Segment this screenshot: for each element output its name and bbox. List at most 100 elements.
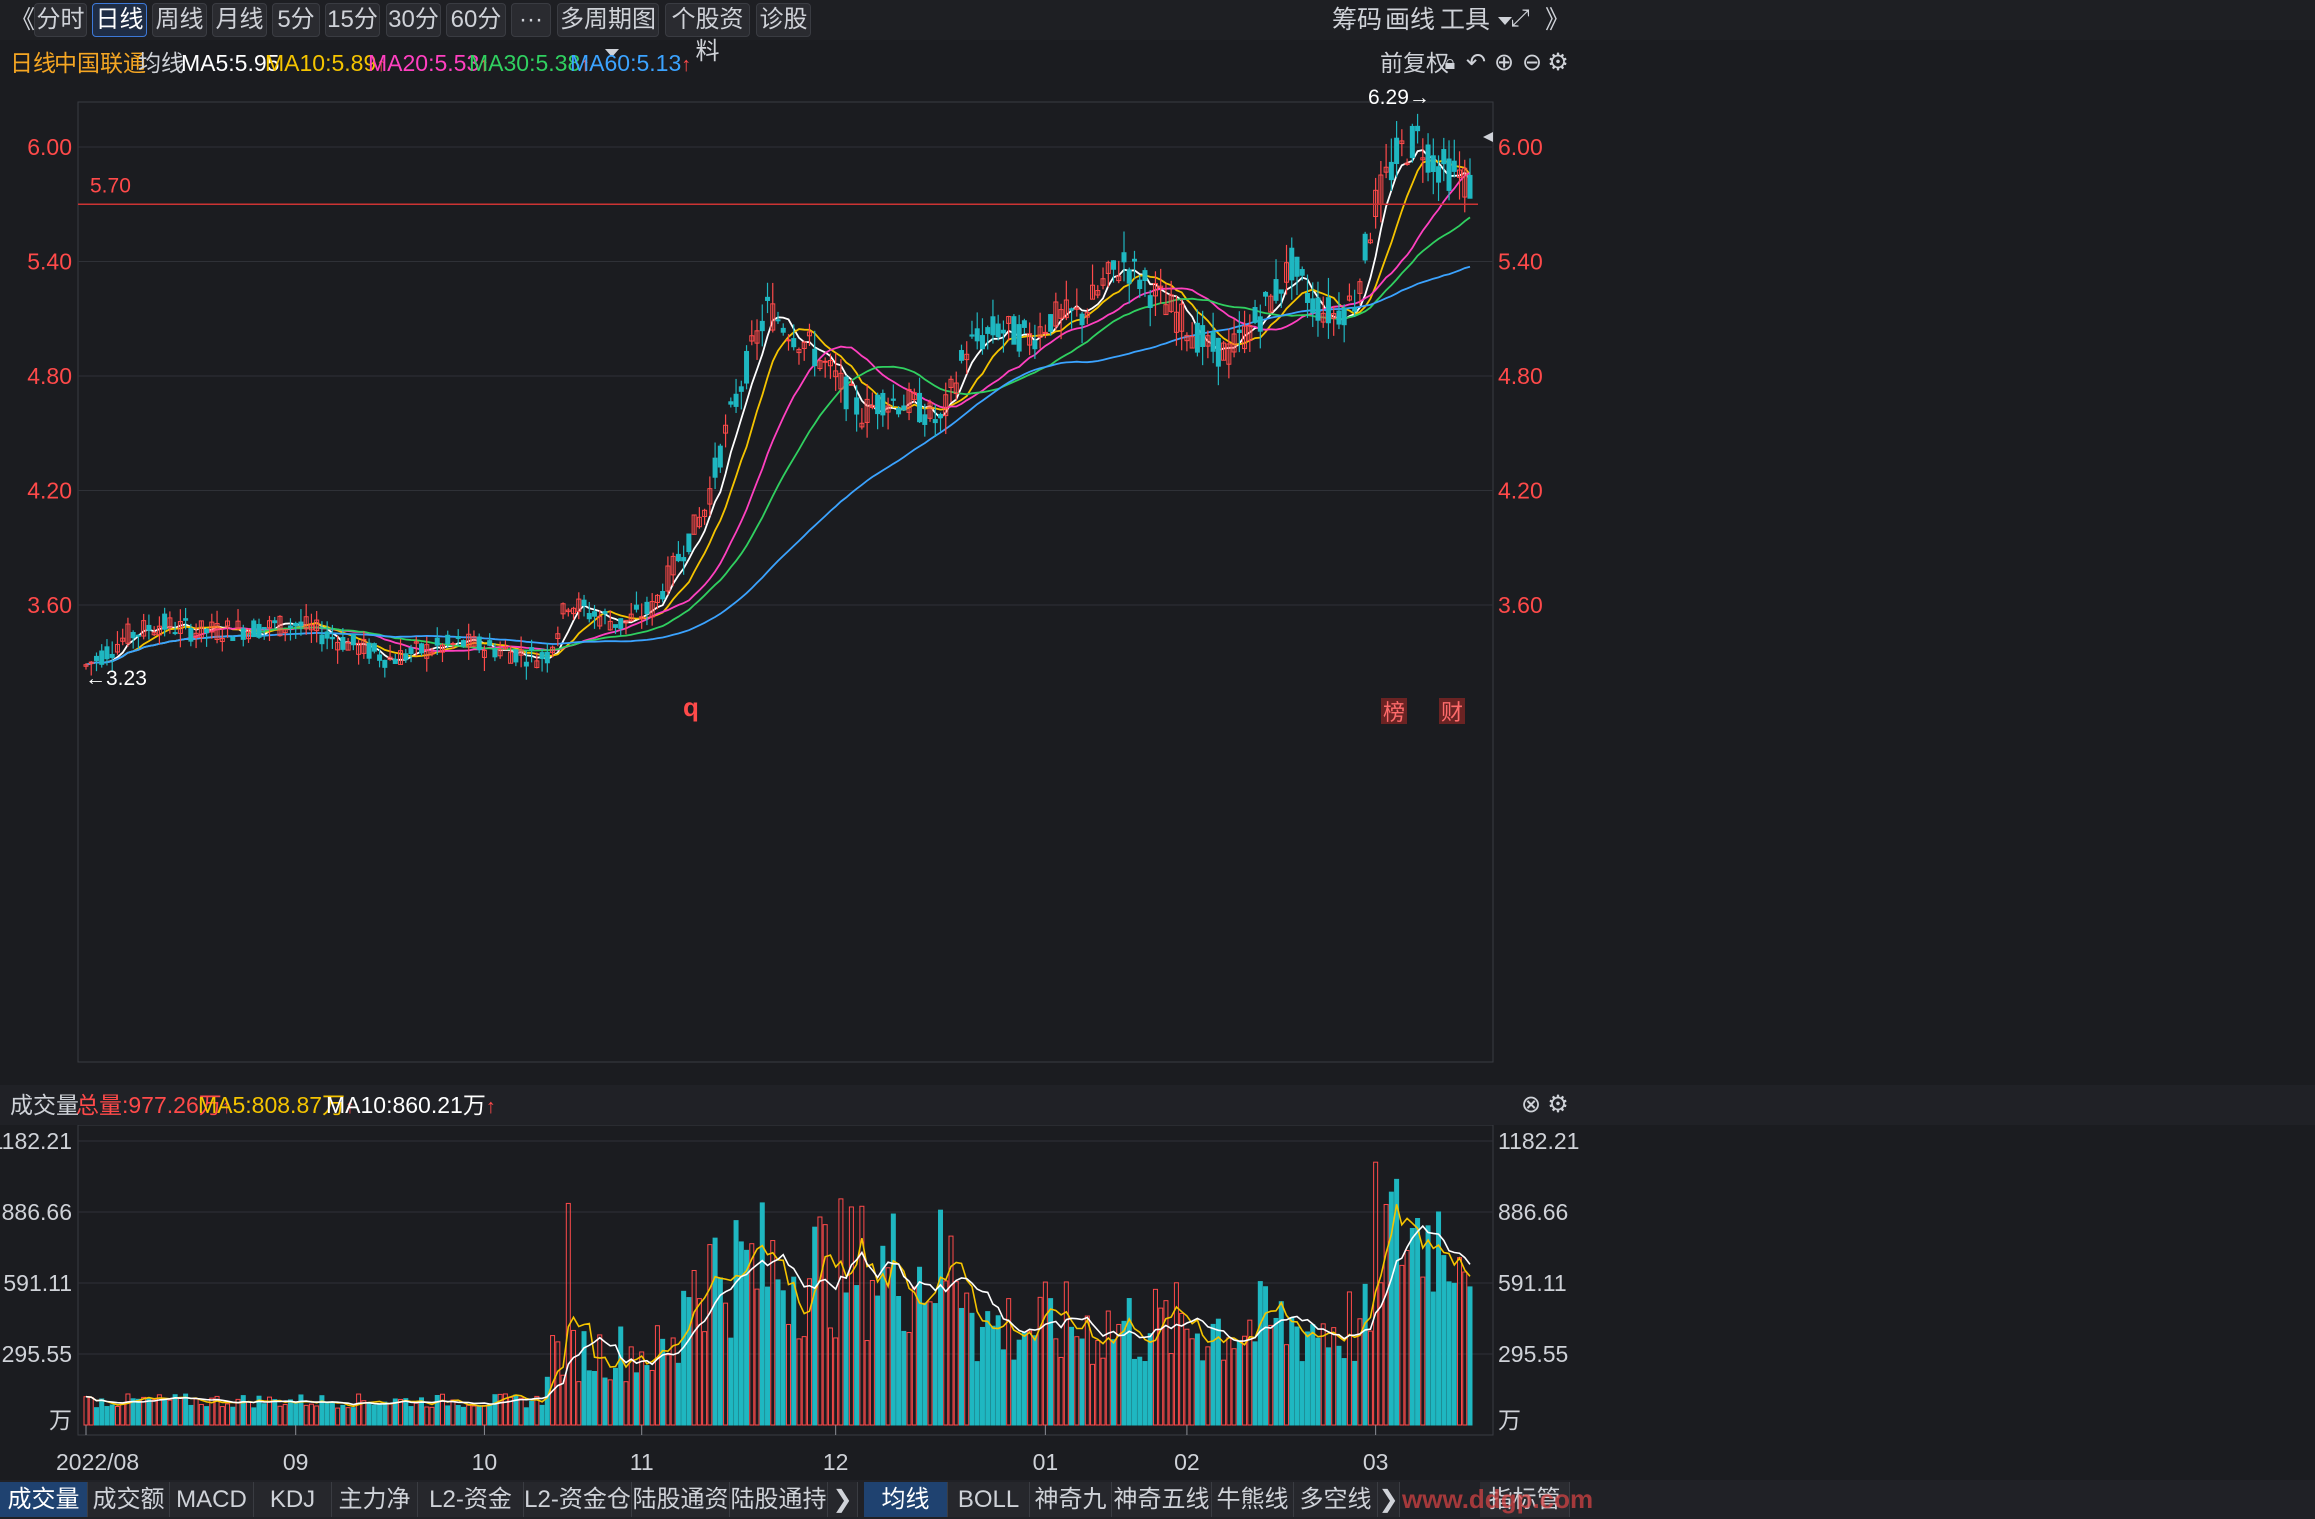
tab-period-30min[interactable]: 30分 (386, 3, 441, 37)
volume-chart[interactable]: 295.55 295.55 591.11 591.11 886.66 886.66 1182… (0, 1125, 2315, 1485)
volume-bar (282, 1403, 288, 1426)
tab-bull-bear[interactable]: 牛熊线 (1212, 1482, 1294, 1517)
tab-period-weekly[interactable]: 周线 (152, 3, 207, 37)
tab-period-15min[interactable]: 15分 (325, 3, 380, 37)
tab-period-daily[interactable]: 日线 (92, 3, 147, 37)
volume-bar (235, 1398, 241, 1426)
candle-body (398, 650, 404, 665)
fullscreen-icon[interactable]: ⤢ (1510, 5, 1530, 32)
price-tick-label-right: 4.80 (1498, 363, 1543, 389)
tab-boll[interactable]: BOLL (948, 1482, 1030, 1517)
tab-macd[interactable]: MACD (170, 1482, 254, 1517)
draw-line-button[interactable]: 画线 (1385, 6, 1436, 34)
tab-ma[interactable]: 均线 (864, 1482, 948, 1517)
more-periods-button[interactable]: ··· (511, 3, 551, 37)
volume-bar (985, 1311, 991, 1426)
volume-bar (660, 1338, 666, 1426)
tab-long-short[interactable]: 多空线 (1294, 1482, 1378, 1517)
collapse-left-icon[interactable]: 《 (10, 6, 36, 34)
tab-td9[interactable]: 神奇九转 (1030, 1482, 1112, 1517)
tab-turnover[interactable]: 成交额 (88, 1482, 170, 1517)
tab-period-monthly[interactable]: 月线 (212, 3, 267, 37)
candle-body (1131, 258, 1137, 262)
candle-body (576, 598, 582, 613)
tab-l2-position[interactable]: L2-资金仓位 (524, 1482, 632, 1517)
indicator-manage-button[interactable]: 指标管理 (1480, 1482, 1570, 1517)
stock-profile-button[interactable]: 个股资料 (665, 3, 750, 65)
date-label: 01 (1033, 1449, 1059, 1475)
tabs-next-icon[interactable]: ❯ (1378, 1482, 1400, 1517)
volume-bar (890, 1213, 896, 1426)
volume-bar (1289, 1317, 1295, 1426)
volume-bar (759, 1202, 765, 1426)
tab-period-intraday[interactable]: 分时 (34, 3, 87, 37)
tab-l2-bottom[interactable]: L2-资金抄底 (418, 1482, 524, 1517)
volume-bar (225, 1403, 231, 1426)
volume-bar (251, 1407, 257, 1426)
tab-northbound-hold[interactable]: 陆股通持股 (730, 1482, 828, 1517)
zoom-out-icon[interactable]: ⊖ (1521, 49, 1543, 76)
adjust-dropdown[interactable]: 前复权 (1380, 50, 1449, 76)
candle-body (172, 632, 178, 635)
candle-body (1184, 334, 1190, 342)
up-arrow-icon: ↑ (580, 54, 591, 76)
zoom-in-icon[interactable]: ⊕ (1493, 49, 1515, 76)
candle-body (146, 624, 152, 631)
candle-body (733, 393, 739, 407)
tab-period-5min[interactable]: 5分 (272, 3, 320, 37)
volume-bar (644, 1365, 650, 1426)
volume-bar (529, 1400, 535, 1426)
finance-marker[interactable]: 财 (1441, 700, 1463, 725)
volume-bar (1404, 1249, 1410, 1426)
indicator-settings-icon[interactable]: ⚙ (1547, 1091, 1569, 1118)
tab-period-60min[interactable]: 60分 (446, 3, 506, 37)
candle-body (1236, 329, 1242, 333)
price-tick-label-left: 4.80 (27, 363, 72, 389)
volume-bar (938, 1209, 944, 1426)
undo-icon[interactable]: ↶ (1465, 49, 1487, 76)
ma10-value: MA10:5.89↑ (265, 44, 386, 84)
price-chart[interactable]: 3.60 3.60 4.20 4.20 4.80 4.80 5.40 5.40 6.00 6.00… (0, 80, 2315, 1090)
tools-dropdown[interactable]: 工具 (1440, 3, 1513, 37)
volume-bar (901, 1330, 907, 1426)
close-indicator-icon[interactable]: ⊗ (1520, 1091, 1542, 1118)
candle-body (995, 323, 1001, 338)
expand-right-icon[interactable]: 》 (1545, 6, 1571, 34)
candle-body (83, 664, 89, 667)
candle-body (827, 360, 833, 367)
tab-volume[interactable]: 成交量 (0, 1482, 88, 1517)
candle-body (1163, 304, 1169, 316)
volume-ma-lines (85, 1204, 1471, 1408)
candle-body (408, 647, 414, 655)
multi-period-dropdown[interactable]: 多周期图 (557, 3, 659, 57)
candle-body (1079, 313, 1085, 326)
diagnose-button[interactable]: 诊股 (756, 3, 811, 37)
settings-gear-icon[interactable]: ⚙ (1547, 49, 1569, 76)
price-tick-label-left: 5.40 (27, 249, 72, 275)
finance-marker-box[interactable] (1439, 698, 1465, 724)
volume-bar (1441, 1255, 1447, 1426)
event-marker-q[interactable]: q (683, 692, 699, 722)
rank-marker[interactable]: 榜 (1383, 700, 1405, 725)
lock-icon[interactable]: 🔒︎ (1444, 52, 1456, 74)
volume-bar (1189, 1338, 1195, 1426)
tabs-next-icon[interactable]: ❯ (828, 1482, 858, 1517)
candle-body (911, 392, 917, 401)
tab-northbound-fund[interactable]: 陆股通资金 (632, 1482, 730, 1517)
indicator-tabs: 成交量 成交额 MACD KDJ 主力净额 L2-资金抄底 L2-资金仓位 陆股… (0, 1480, 2315, 1519)
chip-distribution-button[interactable]: 筹码 (1332, 6, 1383, 34)
candle-body (859, 422, 865, 428)
tab-kdj[interactable]: KDJ (254, 1482, 332, 1517)
volume-tick-label-right: 1182.21 (1498, 1128, 1579, 1154)
candle-body (1032, 340, 1038, 350)
price-tick-label-right: 4.20 (1498, 478, 1543, 504)
volume-bar (1294, 1326, 1300, 1426)
volume-bar (948, 1235, 954, 1426)
tab-five-line[interactable]: 神奇五线谱 (1112, 1482, 1212, 1517)
volume-bar (502, 1393, 508, 1426)
volume-bar (1367, 1330, 1373, 1426)
rank-marker-box[interactable] (1381, 698, 1407, 724)
date-axis-labels: 2022/08 09 10 11 12 01 02 03 (56, 1425, 1388, 1475)
ma30-text: MA30:5.38 (469, 50, 581, 76)
tab-main-net[interactable]: 主力净额 (332, 1482, 418, 1517)
